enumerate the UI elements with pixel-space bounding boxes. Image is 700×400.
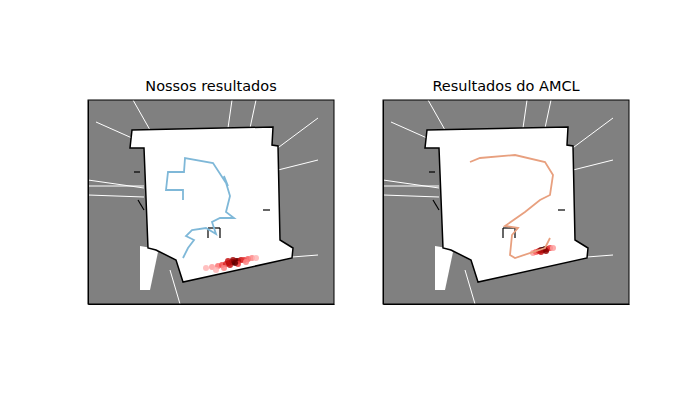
obstacle [219,228,220,238]
particle [225,258,231,264]
laser-ray [428,100,445,130]
corridor [435,246,453,290]
free-space [425,127,588,282]
laser-ray [88,186,144,187]
frame [88,100,334,304]
obstacle [134,171,140,172]
corridor [140,246,158,290]
unknown-area [383,100,629,304]
trajectory [166,158,234,258]
laser-ray [573,160,613,170]
laser-ray [88,180,144,188]
frame [383,100,629,304]
obstacle [502,228,503,238]
particle [550,245,556,251]
obstacle [138,200,144,210]
map [88,100,334,304]
obstacle [433,200,439,210]
plot-area [470,155,556,258]
laser-ray [228,100,232,128]
laser-ray [523,100,527,128]
laser-ray [383,180,439,188]
particle [232,260,238,266]
particle [203,265,209,271]
laser-ray [383,186,439,187]
laser-ray [170,270,180,304]
figure: Nossos resultados Resultados do AMCL [0,0,700,400]
free-space [130,127,293,282]
plot-area [166,158,259,273]
laser-ray [570,118,613,150]
laser-ray [465,270,475,304]
particle [221,265,227,271]
laser-ray [545,100,551,128]
particle [253,255,259,261]
particle [213,267,219,273]
trajectory [470,155,553,258]
laser-ray [383,195,439,197]
obstacle [429,171,435,172]
laser-ray [250,100,256,128]
laser-ray [96,122,132,138]
obstacle [263,209,270,210]
panel [383,100,630,305]
laser-ray [275,118,318,150]
title: Resultados do AMCL [432,78,579,94]
unknown-area [88,100,334,304]
laser-ray [133,100,150,130]
map [383,100,629,304]
particle [243,259,249,265]
laser-ray [278,160,318,170]
laser-ray [391,122,427,138]
title: Nossos resultados [145,78,276,94]
obstacle [558,209,565,210]
laser-ray [292,255,318,257]
laser-ray [587,255,613,257]
laser-ray [88,195,144,197]
panel [88,100,335,305]
